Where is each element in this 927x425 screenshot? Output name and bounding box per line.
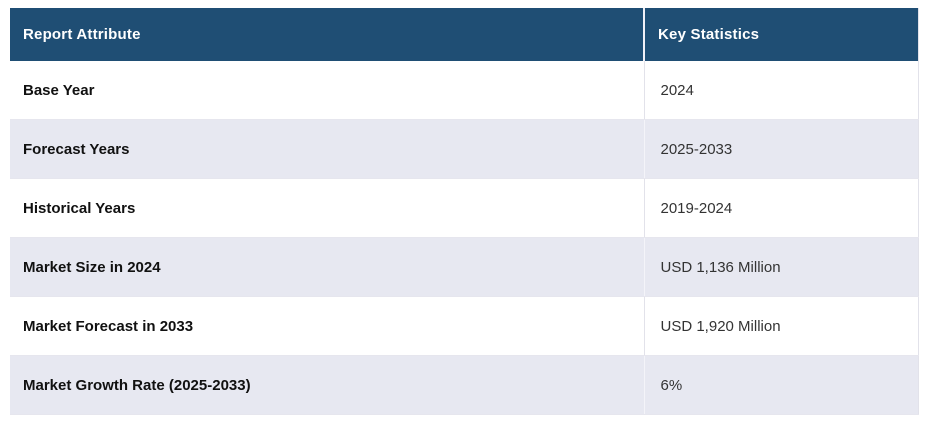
report-attributes-table: Report Attribute Key Statistics Base Yea… (10, 8, 919, 415)
column-header-report-attribute: Report Attribute (10, 8, 645, 61)
attribute-cell: Market Size in 2024 (10, 237, 645, 297)
table-row-forecast-years: Forecast Years 2025-2033 (10, 119, 918, 179)
value-cell: 2019-2024 (644, 178, 918, 238)
value-cell: USD 1,136 Million (644, 237, 918, 297)
table-body: Base Year 2024 Forecast Years 2025-2033 … (10, 61, 918, 415)
attribute-cell: Forecast Years (10, 119, 645, 179)
value-cell: 2025-2033 (644, 119, 918, 179)
value-cell: 6% (644, 355, 918, 415)
value-cell: USD 1,920 Million (644, 296, 918, 356)
attribute-cell: Historical Years (10, 178, 645, 238)
table-row-market-size: Market Size in 2024 USD 1,136 Million (10, 237, 918, 297)
table-row-historical-years: Historical Years 2019-2024 (10, 178, 918, 238)
column-header-key-statistics: Key Statistics (644, 8, 918, 61)
table-row-base-year: Base Year 2024 (10, 61, 918, 120)
table-row-market-forecast: Market Forecast in 2033 USD 1,920 Millio… (10, 296, 918, 356)
attribute-cell: Base Year (10, 61, 645, 120)
value-cell: 2024 (644, 61, 918, 120)
attribute-cell: Market Growth Rate (2025-2033) (10, 355, 645, 415)
table-header: Report Attribute Key Statistics (10, 8, 918, 61)
table-row-growth-rate: Market Growth Rate (2025-2033) 6% (10, 355, 918, 415)
attribute-cell: Market Forecast in 2033 (10, 296, 645, 356)
header-row: Report Attribute Key Statistics (10, 8, 918, 61)
